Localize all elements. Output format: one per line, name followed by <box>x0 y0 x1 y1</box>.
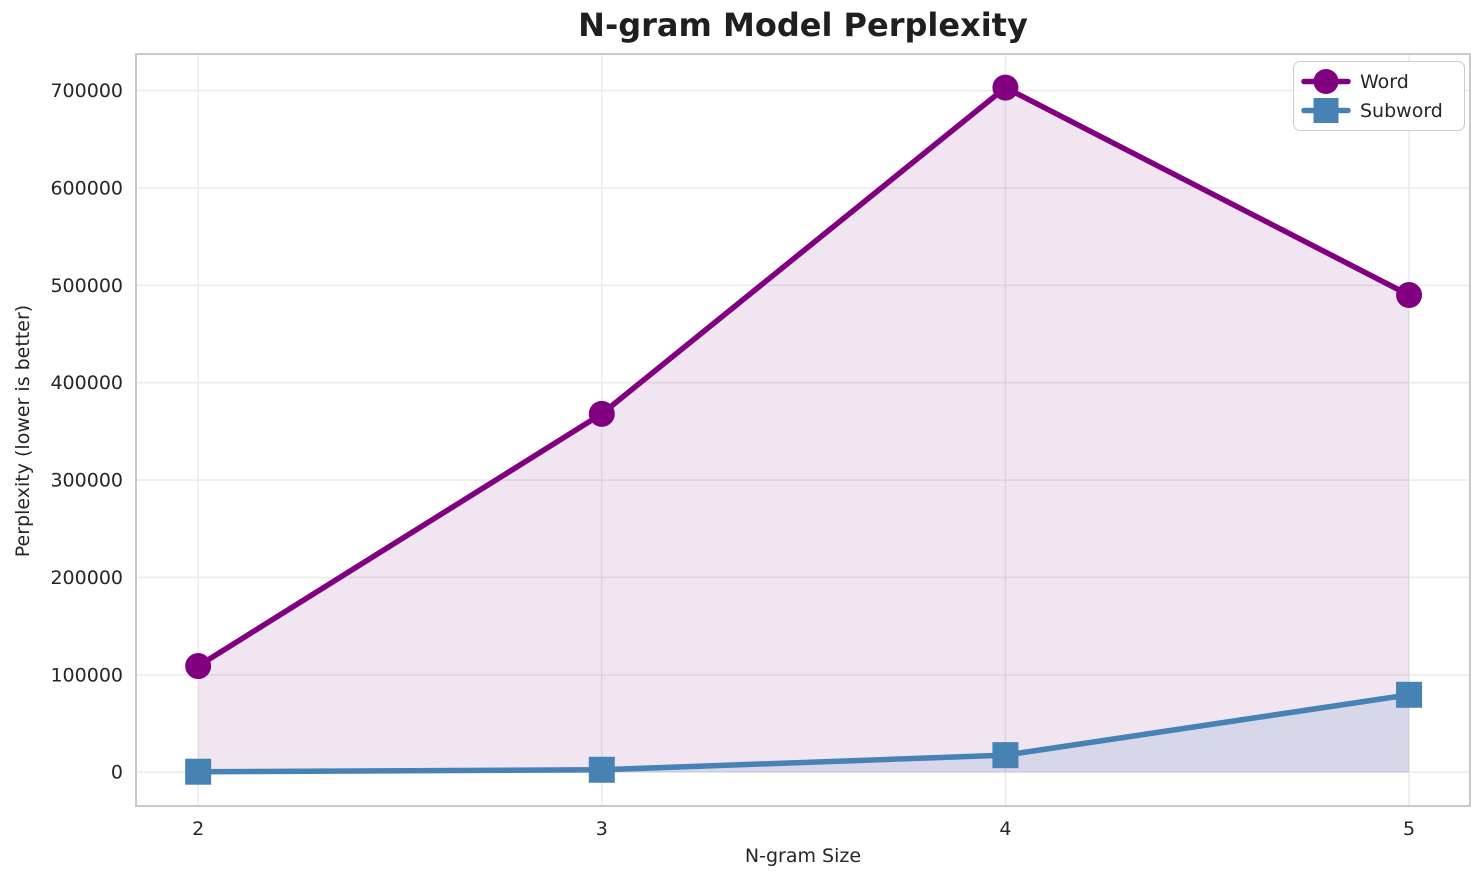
word-legend-marker-icon <box>1301 69 1351 94</box>
word-data-point <box>992 74 1019 101</box>
chart-title: N-gram Model Perplexity <box>578 6 1028 44</box>
subword-line <box>195 692 1412 775</box>
legend-item-subword: Subword <box>1300 96 1454 125</box>
x-tick-label: 5 <box>1403 818 1415 840</box>
grid <box>136 54 1470 806</box>
x-tick-label: 2 <box>192 818 204 840</box>
word-data-point <box>1396 282 1423 309</box>
legend-item-word: Word <box>1300 67 1454 96</box>
x-tick-label: 3 <box>596 818 608 840</box>
y-tick-label: 200000 <box>50 567 123 589</box>
y-tick-label: 0 <box>111 762 123 784</box>
subword-data-point <box>1396 681 1423 708</box>
word-area-fill <box>198 87 1410 773</box>
legend-label-word: Word <box>1360 70 1409 93</box>
word-data-point <box>185 653 212 680</box>
legend-label-subword: Subword <box>1360 99 1443 122</box>
subword-data-point <box>185 758 212 785</box>
y-axis-label: Perplexity (lower is better) <box>12 304 34 558</box>
legend: Word Subword <box>1293 61 1465 131</box>
y-tick-label: 100000 <box>50 664 123 686</box>
subword-data-point <box>588 756 615 783</box>
x-axis-label: N-gram Size <box>744 845 862 867</box>
y-tick-label: 400000 <box>50 372 123 394</box>
plot-border <box>135 53 1471 807</box>
subword-area-fill <box>198 694 1410 773</box>
subword-data-point <box>992 742 1019 769</box>
word-data-point <box>588 400 615 427</box>
subword-legend-marker-icon <box>1301 98 1351 123</box>
y-tick-label: 600000 <box>50 177 123 199</box>
y-tick-label: 300000 <box>50 470 123 492</box>
y-tick-label: 500000 <box>50 275 123 297</box>
y-tick-label: 700000 <box>50 80 123 102</box>
x-tick-label: 4 <box>999 818 1011 840</box>
word-line <box>195 84 1412 669</box>
subword-markers <box>185 681 1423 785</box>
word-markers <box>185 74 1423 680</box>
